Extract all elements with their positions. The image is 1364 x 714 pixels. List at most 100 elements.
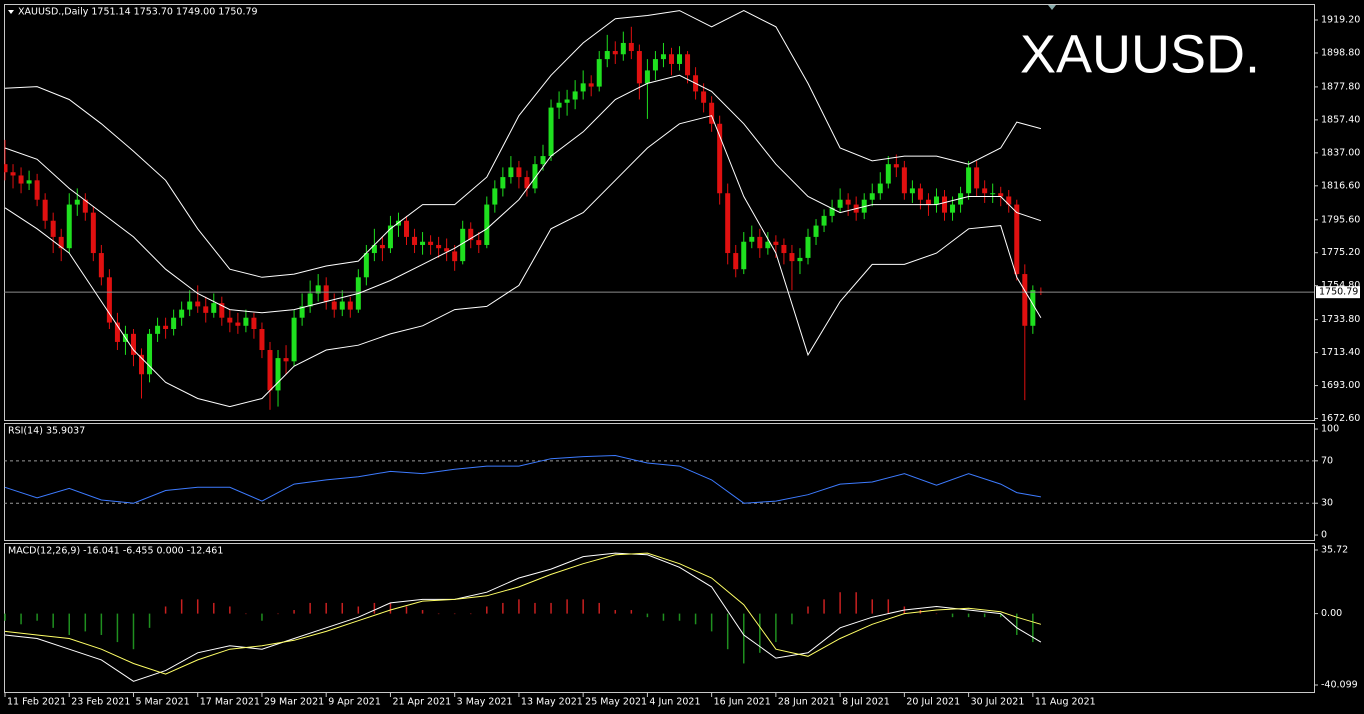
candle-body [765, 241, 771, 249]
candle-body [893, 164, 899, 168]
candle-body [82, 199, 88, 213]
candle-body [685, 54, 691, 76]
x-tick-label: 11 Feb 2021 [7, 697, 66, 708]
candle-body [813, 225, 819, 237]
x-tick-label: 23 Feb 2021 [71, 697, 130, 708]
candle-body [564, 99, 570, 103]
histogram-bar [1016, 613, 1018, 635]
histogram-bar [437, 613, 440, 615]
histogram-bar [791, 613, 793, 625]
y-tick-label: 1837.00 [1321, 147, 1360, 158]
x-tick-label: 20 Jul 2021 [906, 697, 960, 708]
candle-body [1030, 290, 1036, 326]
histogram-bar [4, 613, 6, 621]
candle-body [468, 228, 474, 241]
candle-body [66, 204, 72, 249]
bollinger-band [4, 74, 1042, 314]
candle-body [187, 301, 193, 310]
histogram-bar [68, 613, 70, 635]
candle-body [219, 303, 225, 318]
candle-body [299, 306, 305, 318]
y-tick-label: 1816.60 [1321, 180, 1360, 191]
histogram-bar [775, 613, 777, 643]
y-tick-label: 70 [1321, 455, 1333, 466]
price-plot [4, 10, 1314, 410]
candle-body [171, 317, 177, 330]
histogram-bar [855, 592, 857, 614]
candle-body [259, 329, 265, 351]
y-tick-label: 1898.80 [1321, 47, 1360, 58]
histogram-bar [229, 606, 231, 614]
x-tick-label: 16 Jun 2021 [714, 697, 771, 708]
histogram-bar [148, 613, 151, 628]
candle-body [901, 167, 907, 194]
candle-body [106, 277, 112, 323]
candle-body [677, 54, 683, 64]
watermark: XAUUSD. [1020, 24, 1260, 84]
candle-body [444, 248, 450, 252]
y-tick-label: 100 [1321, 424, 1339, 435]
candle-body [757, 236, 763, 249]
candle-body [604, 51, 610, 60]
candle-body [701, 91, 707, 103]
macd-line [4, 552, 1042, 682]
histogram-bar [486, 606, 488, 614]
x-tick-label: 13 May 2021 [521, 697, 583, 708]
x-tick-label: 29 Mar 2021 [264, 697, 324, 708]
candle-body [845, 199, 851, 205]
histogram-bar [582, 599, 584, 614]
x-tick-label: 9 Apr 2021 [328, 697, 381, 708]
candle-body [540, 156, 546, 165]
histogram-bar [357, 606, 360, 614]
candle-body [773, 241, 779, 245]
candle-body [139, 354, 145, 375]
candle-body [749, 236, 755, 242]
candle-body [404, 220, 409, 237]
y-tick-label: 1919.20 [1321, 15, 1360, 26]
candle-body [644, 70, 650, 84]
candle-body [387, 225, 393, 249]
histogram-bar [180, 599, 183, 614]
y-tick-label: 1857.40 [1321, 114, 1360, 125]
histogram-bar [598, 602, 600, 614]
candle-body [339, 301, 345, 310]
histogram-bar [502, 602, 504, 614]
axes: 1919.20 1898.80 1877.80 1857.40 1837.00 1816.… [4, 15, 1360, 708]
candle-body [363, 253, 369, 278]
histogram-bar [807, 606, 809, 614]
candle-body [235, 322, 241, 326]
price-panel [4, 4, 1315, 421]
candle-body [652, 59, 658, 71]
candle-body [990, 193, 996, 195]
candle-body [428, 241, 434, 245]
y-tick-label: 1795.60 [1321, 214, 1360, 225]
candle-body [869, 193, 875, 200]
candle-body [837, 199, 843, 208]
candle-body [668, 54, 674, 64]
candle-body [452, 251, 458, 262]
x-tick-label: 4 Jun 2021 [649, 697, 700, 708]
candle-body [548, 107, 554, 157]
candle-body [58, 236, 64, 249]
indicator-title: MACD(12,26,9) -16.041 -6.455 0.000 -12.4… [8, 546, 223, 557]
histogram-bar [132, 613, 135, 650]
histogram-bar [309, 602, 311, 614]
candle-body [821, 215, 827, 226]
histogram-bar [245, 613, 247, 615]
histogram-bar [196, 599, 199, 614]
candle-body [203, 306, 209, 313]
menu-arrow [8, 10, 14, 14]
candle-body [4, 164, 8, 173]
candle-body [412, 236, 418, 245]
y-tick-label: 35.72 [1321, 544, 1348, 555]
histogram-bar [373, 602, 376, 614]
candle-body [628, 42, 634, 52]
candle-body [420, 241, 426, 245]
histogram-bar [678, 613, 681, 621]
x-tick-label: 17 Mar 2021 [200, 697, 260, 708]
histogram-bar [164, 606, 167, 614]
candle-body [1022, 274, 1028, 326]
histogram-bar [52, 613, 54, 628]
x-tick-label: 3 May 2021 [457, 697, 513, 708]
candle-body [331, 301, 337, 310]
